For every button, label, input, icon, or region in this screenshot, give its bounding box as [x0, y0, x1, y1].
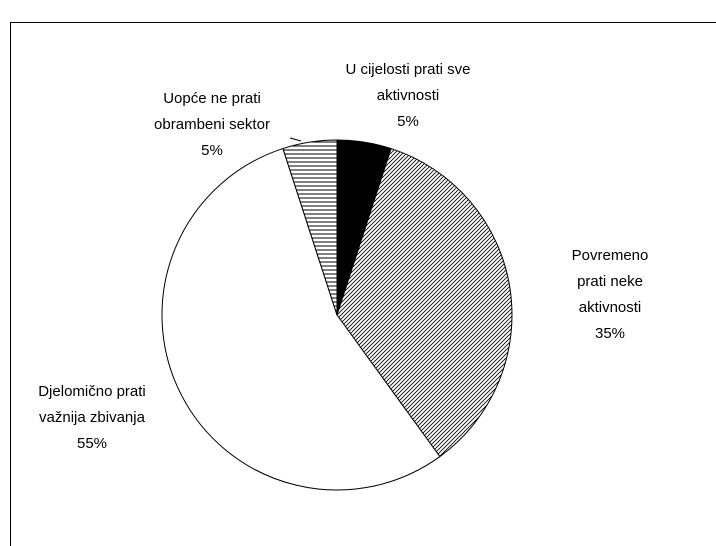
frame [10, 22, 716, 546]
category-label: Djelomično prati važnija zbivanja [38, 383, 146, 426]
slice-label: Djelomično prati važnija zbivanja 55% [38, 379, 146, 457]
pie-slice [336, 147, 513, 458]
category-label: Uopće ne prati obrambeni sektor [154, 90, 270, 133]
value-label: 5% [201, 142, 223, 159]
slice-label: Uopće ne prati obrambeni sektor 5% [154, 86, 270, 164]
value-label: 55% [76, 435, 108, 452]
value-label: 5% [397, 113, 419, 130]
category-label: U cijelosti prati sve aktivnosti [345, 61, 471, 104]
slice-label: U cijelosti prati sve aktivnosti 5% [345, 57, 470, 135]
category-label: Povremeno prati neke aktivnosti [571, 247, 649, 316]
pie-slice [282, 139, 338, 316]
leader-line [289, 137, 302, 142]
pie-slice [161, 147, 441, 491]
value-label: 35% [594, 325, 626, 342]
slice-label: Povremeno prati neke aktivnosti 35% [557, 243, 663, 347]
